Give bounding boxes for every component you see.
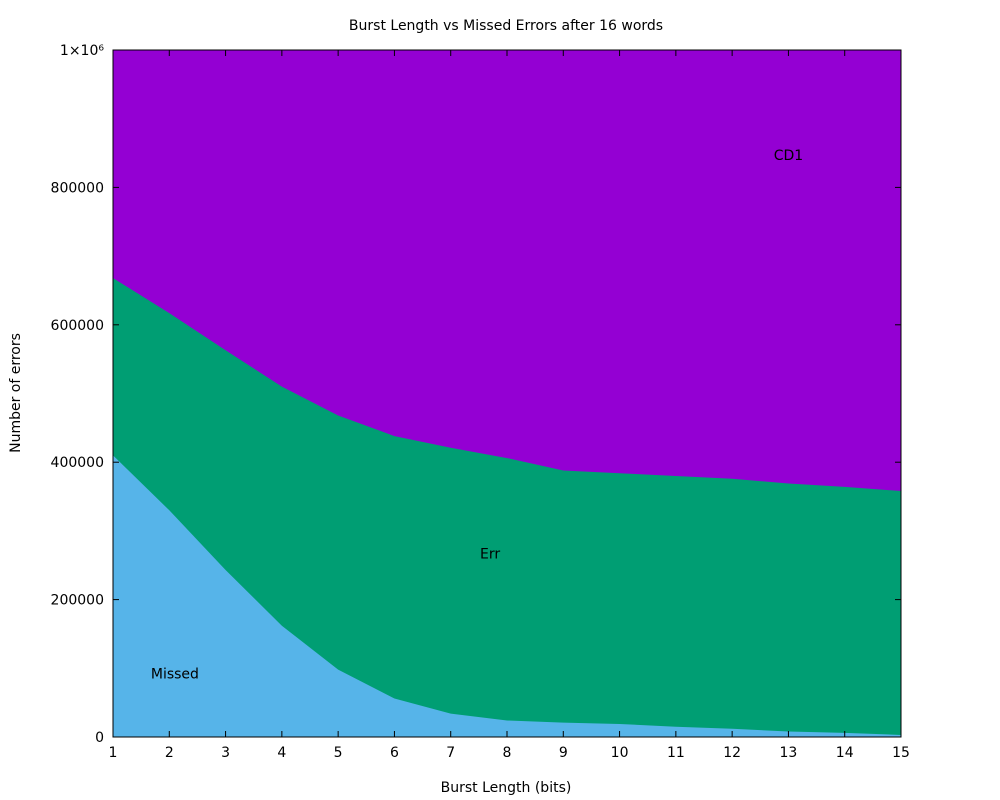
x-axis-label: Burst Length (bits) bbox=[441, 780, 572, 796]
x-tick-label: 7 bbox=[446, 745, 455, 761]
x-tick-label: 15 bbox=[892, 745, 910, 761]
x-tick-label: 3 bbox=[221, 745, 230, 761]
x-tick-label: 2 bbox=[165, 745, 174, 761]
annotation-missed: Missed bbox=[151, 667, 199, 683]
y-axis-label: Number of errors bbox=[8, 333, 24, 453]
y-tick-label: 800000 bbox=[51, 180, 104, 196]
x-tick-label: 1 bbox=[109, 745, 118, 761]
x-tick-label: 13 bbox=[780, 745, 798, 761]
x-tick-label: 12 bbox=[723, 745, 741, 761]
annotation-cd1: CD1 bbox=[774, 148, 803, 164]
x-tick-label: 11 bbox=[667, 745, 685, 761]
x-tick-label: 14 bbox=[836, 745, 854, 761]
y-tick-label: 1×10⁶ bbox=[60, 43, 104, 59]
x-tick-label: 5 bbox=[334, 745, 343, 761]
annotation-err: Err bbox=[480, 546, 500, 562]
x-tick-label: 8 bbox=[503, 745, 512, 761]
y-tick-label: 0 bbox=[95, 730, 104, 746]
x-tick-label: 10 bbox=[611, 745, 629, 761]
y-tick-label: 200000 bbox=[51, 593, 104, 609]
area-missed bbox=[113, 455, 901, 737]
x-tick-label: 9 bbox=[559, 745, 568, 761]
area-err bbox=[113, 278, 901, 737]
x-axis-ticks: 1 2 3 4 5 6 7 8 9 10 11 12 13 14 15 bbox=[109, 50, 910, 761]
y-axis-ticks: 0 200000 400000 600000 800000 1×10⁶ bbox=[51, 43, 901, 746]
y-tick-label: 400000 bbox=[51, 455, 104, 471]
area-layers bbox=[113, 50, 901, 737]
y-tick-label: 600000 bbox=[51, 318, 104, 334]
chart-title: Burst Length vs Missed Errors after 16 w… bbox=[349, 18, 663, 34]
x-tick-label: 6 bbox=[390, 745, 399, 761]
area-annotations: CD1 Err Missed bbox=[151, 148, 803, 683]
x-tick-label: 4 bbox=[277, 745, 286, 761]
